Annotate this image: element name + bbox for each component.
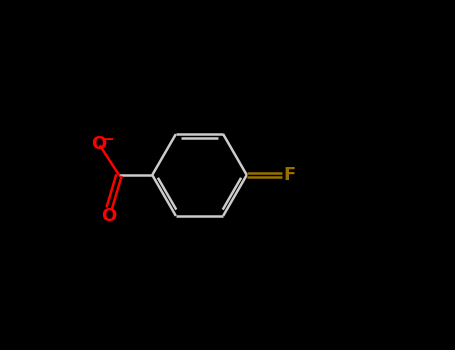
Text: O: O (91, 135, 106, 153)
Text: −: − (101, 132, 114, 147)
Text: F: F (283, 166, 296, 184)
Text: O: O (101, 207, 117, 225)
